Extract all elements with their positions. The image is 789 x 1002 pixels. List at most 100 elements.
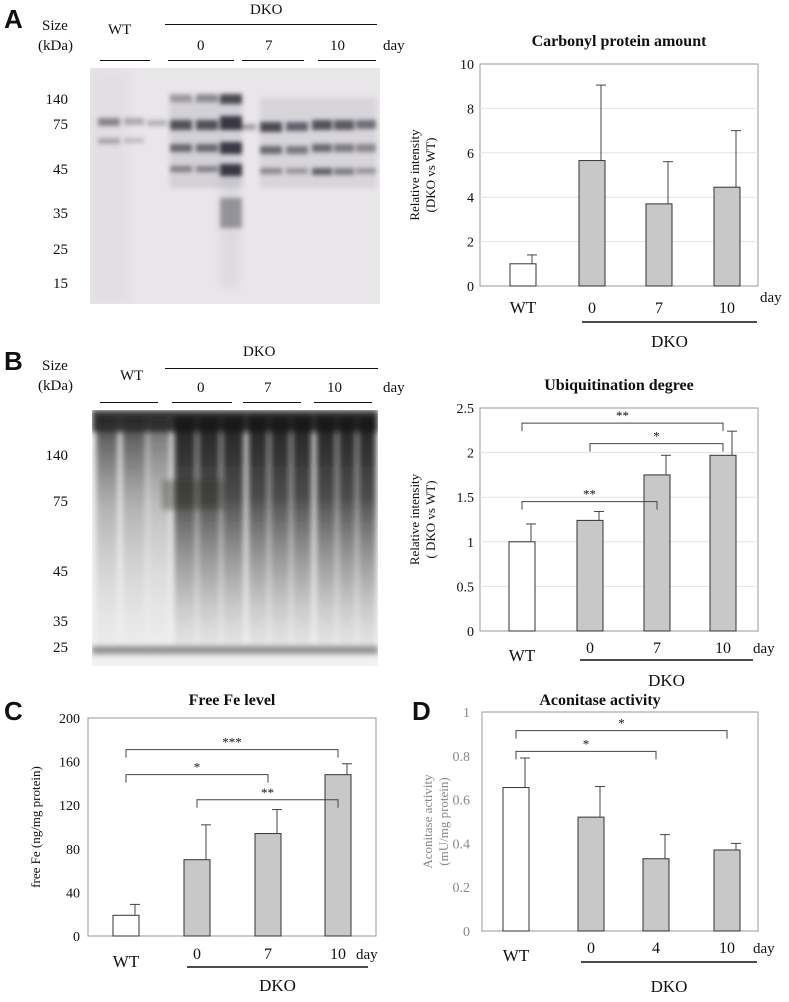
- chart-aconitase-ytick: 0.2: [453, 881, 471, 896]
- chart-ubiquitination-sig-bracket: [521, 422, 724, 432]
- blot-a-day-10: 10: [330, 38, 345, 54]
- chart-carbonyl-bar-0: [578, 160, 606, 287]
- blot-a-dko-label: DKO: [250, 2, 283, 18]
- chart-ubiquitination-ytick: 2: [467, 447, 474, 462]
- chart-free-fe-sig-bracket: [196, 799, 339, 808]
- blot-a-dko-line: [165, 24, 377, 25]
- chart-aconitase-ytick: 1: [463, 706, 470, 721]
- blot-a-size-35: 35: [53, 206, 68, 222]
- chart-free-fe-frame: [87, 717, 377, 937]
- chart-carbonyl-ytick: 10: [460, 58, 474, 73]
- chart-free-fe-bar-7: [254, 833, 282, 937]
- chart-aconitase-xlabel-10: 10: [719, 940, 735, 957]
- blot-b-size-75: 75: [53, 494, 68, 510]
- chart-aconitase-xlabel-4: 4: [652, 940, 660, 957]
- blot-b-wt-line: [100, 402, 158, 403]
- chart-carbonyl-day-label: day: [760, 290, 782, 306]
- chart-carbonyl-frame: [479, 63, 759, 287]
- chart-carbonyl-ylabel: Relative intensity: [407, 129, 422, 221]
- chart-free-fe-ytick: 80: [66, 843, 80, 858]
- chart-aconitase-bar-0: [577, 816, 605, 932]
- chart-ubiquitination-day-label: day: [753, 641, 775, 657]
- chart-aconitase-sig-label: *: [583, 736, 590, 751]
- blot-b-size-140: 140: [45, 448, 69, 464]
- blot-b-size-header: Size: [42, 358, 68, 374]
- chart-ubiquitination-ytick: 0: [467, 625, 474, 640]
- chart-ubiquitination-bar-10: [709, 454, 737, 632]
- chart-ubiquitination-sig-label: **: [616, 408, 629, 423]
- chart-aconitase-title: Aconitase activity: [539, 692, 660, 709]
- chart-carbonyl-bar-7: [645, 203, 673, 287]
- blot-b-size-35: 35: [53, 614, 68, 630]
- chart-free-fe-group-label: DKO: [259, 976, 296, 995]
- blot-a-day-7: 7: [265, 38, 273, 54]
- chart-carbonyl-ytick: 4: [467, 191, 474, 206]
- blot-b-size-45: 45: [53, 564, 68, 580]
- blot-b-day-10: 10: [327, 380, 342, 396]
- chart-aconitase-ytick: 0.4: [453, 837, 471, 852]
- blot-a-unit-header: (kDa): [38, 38, 73, 54]
- blot-a-day-0: 0: [197, 38, 205, 54]
- blot-b-wt-label: WT: [120, 368, 144, 384]
- blot-a-wt-label: WT: [108, 22, 132, 38]
- chart-free-fe-bar-WT: [112, 914, 140, 937]
- blot-a: Size (kDa) WT DKO 0 7 10 day 140 75 45 3…: [0, 0, 405, 320]
- chart-ubiquitination-bar-WT: [508, 541, 536, 632]
- chart-aconitase-ylabel: (mU/mg protein): [436, 777, 451, 865]
- blot-b-dko-line: [165, 368, 378, 369]
- chart-aconitase-ytick: 0.8: [453, 750, 471, 765]
- chart-aconitase-ytick: 0.6: [453, 794, 471, 809]
- chart-free-fe-ytick: 120: [59, 799, 80, 814]
- chart-aconitase-ylabel: Aconitase activity: [420, 774, 435, 869]
- chart-aconitase-frame: [481, 711, 759, 932]
- chart-aconitase-group-label: DKO: [651, 977, 688, 996]
- chart-free-fe-day-label: day: [356, 947, 378, 963]
- panel-letter-c: C: [4, 696, 23, 726]
- chart-carbonyl-ytick: 8: [467, 102, 474, 117]
- blot-b-unit-header: (kDa): [38, 378, 73, 394]
- chart-ubiquitination-xlabel-0: 0: [586, 640, 594, 657]
- chart-free-fe-bar-0: [183, 859, 211, 937]
- chart-aconitase-bar-4: [642, 858, 670, 932]
- panel-letter-d: D: [412, 696, 431, 726]
- chart-ubiquitination-bar-7: [643, 474, 671, 632]
- chart-ubiquitination-xlabel-10: 10: [715, 640, 731, 657]
- blot-a-day0-line: [168, 60, 234, 61]
- blot-a-size-140: 140: [45, 92, 69, 108]
- chart-ubiquitination-ylabel: ( DKO vs WT): [423, 480, 438, 558]
- chart-aconitase-sig-label: *: [618, 716, 625, 731]
- chart-free-fe-sig-label: ***: [222, 735, 242, 750]
- chart-carbonyl-xlabel-10: 10: [719, 300, 735, 317]
- chart-ubiquitination-ytick: 1.5: [457, 491, 475, 506]
- chart-ubiquitination-sig-label: **: [583, 487, 596, 502]
- chart-carbonyl-ylabel: (DKO vs WT): [423, 138, 438, 213]
- blot-a-day10-line: [318, 60, 376, 61]
- chart-free-fe-xlabel-WT: WT: [113, 952, 140, 971]
- blot-a-day7-line: [242, 60, 304, 61]
- chart-carbonyl-bar-WT: [509, 263, 537, 287]
- chart-free-fe-sig-label: *: [194, 760, 201, 775]
- blot-a-image: [90, 68, 380, 304]
- blot-b: Size (kDa) WT DKO 0 7 10 day 140 75 45 3…: [0, 340, 405, 670]
- chart-ubiquitination-ytick: 1: [467, 536, 474, 551]
- chart-ubiquitination-group-label: DKO: [648, 671, 685, 690]
- blot-b-day7-line: [243, 402, 301, 403]
- chart-ubiquitination-ytick: 2.5: [457, 402, 475, 417]
- chart-aconitase-xlabel-WT: WT: [503, 946, 530, 965]
- chart-carbonyl-xlabel-7: 7: [655, 300, 663, 317]
- blot-b-day10-line: [314, 402, 372, 403]
- chart-ubiquitination-frame: [479, 407, 759, 632]
- panel-letter-b: B: [4, 346, 23, 376]
- blot-a-size-25: 25: [53, 242, 68, 258]
- chart-free-fe-title: Free Fe level: [189, 692, 276, 709]
- chart-carbonyl-title: Carbonyl protein amount: [532, 33, 708, 50]
- blot-a-wt-line: [100, 60, 150, 61]
- chart-free-fe-xlabel-10: 10: [330, 946, 346, 963]
- chart-carbonyl-ytick: 2: [467, 236, 474, 251]
- chart-free-fe-bar-10: [324, 774, 352, 937]
- chart-free-fe-ytick: 200: [59, 712, 80, 727]
- chart-ubiquitination-xlabel-WT: WT: [509, 646, 536, 665]
- chart-carbonyl-bar-10: [713, 186, 741, 287]
- chart-aconitase-sig-bracket: [515, 750, 657, 760]
